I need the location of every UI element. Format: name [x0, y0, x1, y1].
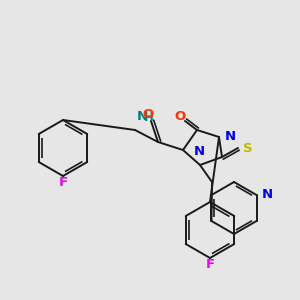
- Text: N: N: [194, 145, 205, 158]
- Text: N: N: [262, 188, 273, 202]
- Text: N: N: [225, 130, 236, 143]
- Text: O: O: [142, 109, 154, 122]
- Text: F: F: [58, 176, 68, 190]
- Text: O: O: [174, 110, 186, 124]
- Text: N: N: [137, 110, 148, 123]
- Text: S: S: [243, 142, 253, 154]
- Text: F: F: [206, 259, 214, 272]
- Text: H: H: [144, 111, 154, 124]
